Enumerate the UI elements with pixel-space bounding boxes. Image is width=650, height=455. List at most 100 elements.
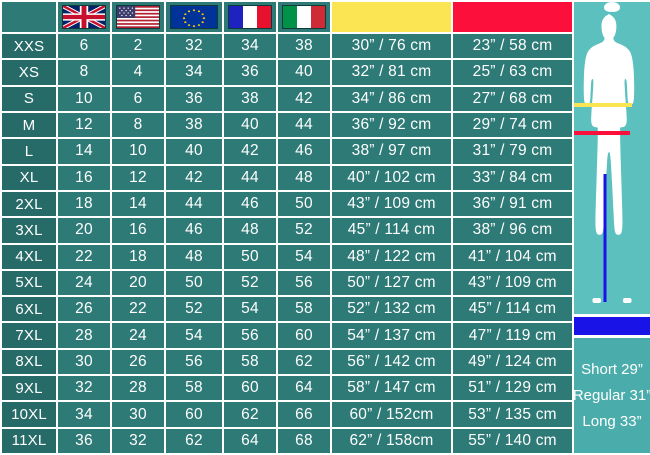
cell-bust: 32” / 81 cm <box>332 60 451 85</box>
cell-it: 52 <box>278 218 330 243</box>
cell-fr: 44 <box>224 165 276 190</box>
cell-fr: 34 <box>224 34 276 59</box>
cell-size: 8XL <box>2 349 56 375</box>
cell-eu: 54 <box>166 323 222 348</box>
cell-uk: 24 <box>58 270 110 296</box>
cell-fr: 64 <box>224 428 276 453</box>
cell-it: 68 <box>278 428 330 453</box>
cell-waist: 31” / 79 cm <box>453 139 572 164</box>
cell-waist: 27” / 68 cm <box>453 86 572 111</box>
cell-fr: 36 <box>224 60 276 85</box>
italy-flag-icon <box>278 2 330 32</box>
table-header-row <box>2 2 572 32</box>
table-row: 4XL 22 18 48 50 54 48” / 122 cm 41” / 104 cm <box>2 244 572 269</box>
cell-us: 6 <box>112 86 164 111</box>
cell-us: 8 <box>112 112 164 138</box>
table-row: S 10 6 36 38 42 34” / 86 cm 27” / 68 cm <box>2 86 572 111</box>
cell-it: 54 <box>278 244 330 269</box>
cell-waist: 36” / 91 cm <box>453 191 572 217</box>
table-row: XL 16 12 42 44 48 40” / 102 cm 33” / 84 cm <box>2 165 572 190</box>
cell-uk: 22 <box>58 244 110 269</box>
cell-fr: 62 <box>224 402 276 427</box>
cell-us: 4 <box>112 60 164 85</box>
cell-us: 28 <box>112 376 164 401</box>
cell-waist: 55” / 140 cm <box>453 428 572 453</box>
cell-eu: 48 <box>166 244 222 269</box>
cell-waist: 29” / 74 cm <box>453 112 572 138</box>
cell-waist: 51” / 129 cm <box>453 376 572 401</box>
cell-uk: 20 <box>58 218 110 243</box>
inseam-option-short: Short 29” <box>581 361 643 378</box>
table-row: 9XL 32 28 58 60 64 58” / 147 cm 51” / 129 cm <box>2 376 572 401</box>
cell-waist: 47” / 119 cm <box>453 323 572 348</box>
cell-size: 3XL <box>2 218 56 243</box>
cell-waist: 33” / 84 cm <box>453 165 572 190</box>
cell-us: 10 <box>112 139 164 164</box>
table-row: XXS 6 2 32 34 38 30” / 76 cm 23” / 58 cm <box>2 34 572 59</box>
cell-waist: 45” / 114 cm <box>453 297 572 322</box>
cell-size: 7XL <box>2 323 56 348</box>
cell-eu: 52 <box>166 297 222 322</box>
cell-fr: 38 <box>224 86 276 111</box>
table-row: 3XL 20 16 46 48 52 45” / 114 cm 38” / 96 cm <box>2 218 572 243</box>
cell-size: 2XL <box>2 191 56 217</box>
cell-size: 11XL <box>2 428 56 453</box>
cell-bust: 52” / 132 cm <box>332 297 451 322</box>
cell-uk: 28 <box>58 323 110 348</box>
cell-waist: 43” / 109 cm <box>453 270 572 296</box>
table-row: 6XL 26 22 52 54 58 52” / 132 cm 45” / 114 cm <box>2 297 572 322</box>
cell-bust: 36” / 92 cm <box>332 112 451 138</box>
cell-uk: 12 <box>58 112 110 138</box>
cell-uk: 36 <box>58 428 110 453</box>
cell-eu: 58 <box>166 376 222 401</box>
cell-uk: 18 <box>58 191 110 217</box>
cell-us: 18 <box>112 244 164 269</box>
cell-us: 2 <box>112 34 164 59</box>
cell-bust: 30” / 76 cm <box>332 34 451 59</box>
table-row: 8XL 30 26 56 58 62 56” / 142 cm 49” / 124 cm <box>2 349 572 375</box>
cell-it: 40 <box>278 60 330 85</box>
cell-fr: 50 <box>224 244 276 269</box>
cell-bust: 56” / 142 cm <box>332 349 451 375</box>
cell-uk: 10 <box>58 86 110 111</box>
cell-fr: 52 <box>224 270 276 296</box>
cell-it: 38 <box>278 34 330 59</box>
cell-bust: 62” / 158cm <box>332 428 451 453</box>
cell-eu: 46 <box>166 218 222 243</box>
cell-it: 56 <box>278 270 330 296</box>
cell-us: 20 <box>112 270 164 296</box>
eu-flag-icon <box>166 2 222 32</box>
waist-color-header <box>453 2 572 32</box>
cell-fr: 46 <box>224 191 276 217</box>
cell-it: 64 <box>278 376 330 401</box>
table-row: 7XL 28 24 54 56 60 54” / 137 cm 47” / 119 cm <box>2 323 572 348</box>
cell-bust: 40” / 102 cm <box>332 165 451 190</box>
table-row: L 14 10 40 42 46 38” / 97 cm 31” / 79 cm <box>2 139 572 164</box>
cell-it: 44 <box>278 112 330 138</box>
france-flag-icon <box>224 2 276 32</box>
cell-uk: 8 <box>58 60 110 85</box>
cell-eu: 34 <box>166 60 222 85</box>
cell-us: 32 <box>112 428 164 453</box>
cell-bust: 58” / 147 cm <box>332 376 451 401</box>
inseam-options: Short 29” Regular 31” Long 33” <box>573 338 650 453</box>
cell-it: 46 <box>278 139 330 164</box>
cell-us: 26 <box>112 349 164 375</box>
cell-waist: 25” / 63 cm <box>453 60 572 85</box>
cell-it: 66 <box>278 402 330 427</box>
table-row: XS 8 4 34 36 40 32” / 81 cm 25” / 63 cm <box>2 60 572 85</box>
cell-us: 12 <box>112 165 164 190</box>
cell-eu: 56 <box>166 349 222 375</box>
table-row: 2XL 18 14 44 46 50 43” / 109 cm 36” / 91 cm <box>2 191 572 217</box>
cell-us: 16 <box>112 218 164 243</box>
cell-it: 62 <box>278 349 330 375</box>
cell-bust: 45” / 114 cm <box>332 218 451 243</box>
table-row: M 12 8 38 40 44 36” / 92 cm 29” / 74 cm <box>2 112 572 138</box>
cell-size: XXS <box>2 34 56 59</box>
cell-size: 4XL <box>2 244 56 269</box>
cell-size: M <box>2 112 56 138</box>
cell-uk: 6 <box>58 34 110 59</box>
bust-color-header <box>332 2 451 32</box>
cell-bust: 60” / 152cm <box>332 402 451 427</box>
